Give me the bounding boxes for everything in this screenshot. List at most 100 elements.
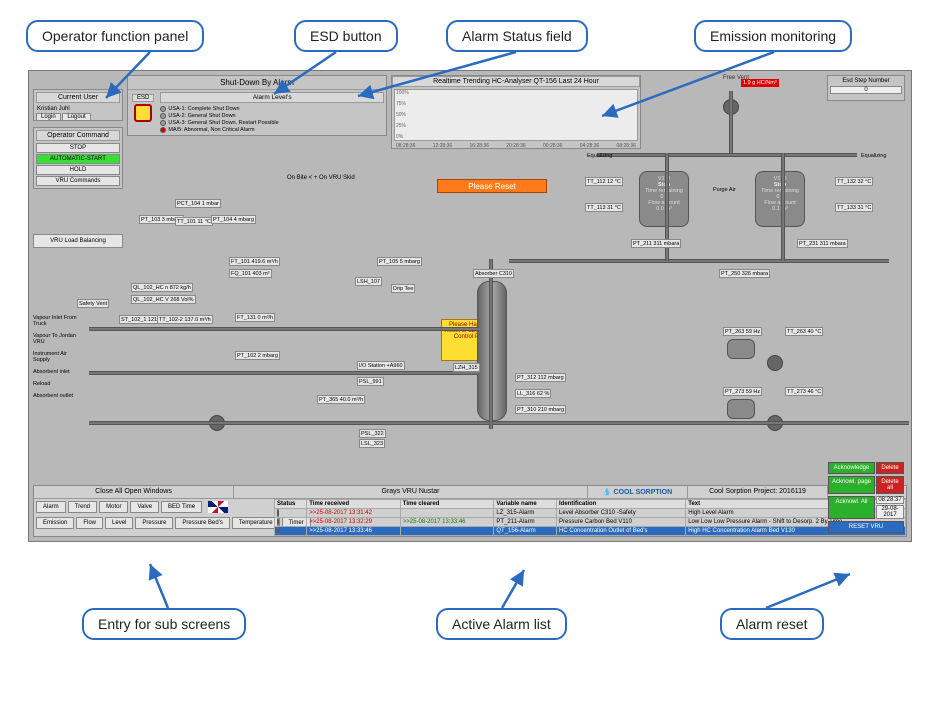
vru-commands-button[interactable]: VRU Commands [36,176,120,186]
tag-pt310[interactable]: PT_310 210 mbarg [515,405,566,414]
flow-screen-button[interactable]: Flow [76,517,103,529]
tag-tt132[interactable]: TT_132 32 °C [835,177,873,186]
vendor-logo: 💧 COOL SORPTION [588,486,688,498]
lsl-262-vessel[interactable] [727,339,755,359]
tag-ft101[interactable]: FT_101 419.6 m³/h [229,257,280,266]
tag-pt365[interactable]: PT_365 40.0 m³/h [317,395,365,404]
close-all-windows-button[interactable]: Close All Open Windows [34,486,234,498]
alarm-led-icon [160,127,166,133]
operator-command-title: Operator Command [36,130,120,141]
tag-lsh107[interactable]: LSH_107 [355,277,382,286]
tag-psl991[interactable]: PSL_991 [357,377,384,386]
lsl-272-vessel[interactable] [727,399,755,419]
tag-pt102[interactable]: PT_102 2 mbarg [235,351,280,360]
tag-pt104[interactable]: PT_104 4 mbarg [211,215,256,224]
emission-screen-button[interactable]: Emission [36,517,74,529]
current-user-panel: Current User Kristian Juhl Login Logout [33,89,123,121]
tag-tt102[interactable]: TT_102-2 137.0 m³/h [157,315,213,324]
alarm-screen-button[interactable]: Alarm [36,501,66,513]
stop-button[interactable]: STOP [36,143,120,153]
system-title: Grays VRU Nustar [234,486,588,498]
tag-psl322[interactable]: PSL_322 [359,429,386,438]
on-bite-label: On Bite < + On VRU Skid [287,175,355,181]
scada-main-screen: Current User Kristian Juhl Login Logout … [28,70,912,542]
sub-screen-row-1: Alarm Trend Motor Valve BED Time [34,499,274,515]
temperature-screen-button[interactable]: Temperature [232,517,280,529]
tag-iostation[interactable]: I/O Station +A960 [357,361,405,370]
tag-pt273[interactable]: PT_273 59 Hz [723,387,762,396]
hold-button[interactable]: HOLD [36,165,120,175]
tag-pt312[interactable]: PT_312 112 mbarg [515,373,566,382]
alarm-row-selected[interactable]: >>25-08-2017 13:33:46 QT_156-Alarm HC Co… [275,527,906,536]
alarm-actions-column: Acknowledge Delete Acknowl. page Delete … [828,461,904,534]
tag-lzh315[interactable]: LZH_315 [453,363,480,372]
callout-operator-panel: Operator function panel [26,20,204,52]
vessel-v130[interactable]: V130 Stop Time remaining 0 s Flow amount… [755,171,805,227]
trend-title: Realtime Trending HC-Analyser QT-156 Las… [392,76,640,87]
tag-tt273[interactable]: TT_273 46 °C [785,387,823,396]
tag-pct104[interactable]: PCT_104 1 mbar [175,199,221,208]
trend-chart[interactable]: 100% 75% 50% 25% 0% [394,89,638,141]
trend-screen-button[interactable]: Trend [68,501,97,513]
bottom-bar: Close All Open Windows Grays VRU Nustar … [33,485,907,537]
please-reset-banner[interactable]: Please Reset [437,179,547,193]
tag-ll316[interactable]: LL_316 62 % [515,389,551,398]
tag-pt250[interactable]: PT_250 326 mbara [719,269,770,278]
tag-ft131[interactable]: FT_131 0 m³/h [235,313,275,322]
tag-tt112[interactable]: TT_112 12 °C [585,177,623,186]
project-label: Cool Sorption Project: 2016119 [688,486,828,498]
tag-pt231[interactable]: PT_231 311 mbara [797,239,848,248]
pump-p261[interactable] [767,355,783,371]
current-user-name: Kristian Juhl [36,105,120,113]
acknowledge-page-button[interactable]: Acknowl. page [828,476,875,494]
valve-screen-button[interactable]: Valve [130,501,159,513]
alarm-led-icon [277,518,279,526]
pressure-beds-screen-button[interactable]: Pressure Bed's [175,517,230,529]
logout-button[interactable]: Logout [62,113,90,121]
tag-ql102b[interactable]: QL_102_HC V 268 Vol% [131,295,196,304]
callout-esd-button: ESD button [294,20,398,52]
tag-tt133[interactable]: TT_133 31 °C [835,203,873,212]
tag-lsl323[interactable]: LSL_323 [359,439,385,448]
alarm-levels-title: Alarm Level's [160,92,384,103]
trend-panel: Realtime Trending HC-Analyser QT-156 Las… [391,75,641,149]
alarm-led-icon [160,113,166,119]
language-flag-icon[interactable] [208,501,228,513]
motor-screen-button[interactable]: Motor [99,501,128,513]
tag-ql102[interactable]: QL_102_HC n 872 kg/h [131,283,193,292]
tag-tt263[interactable]: TT_263 40 °C [785,327,823,336]
alarm-row[interactable]: >>25-08-2017 13:32:29 >>25-08-2017 13:33… [275,518,906,527]
tag-tt113[interactable]: TT_113 31 °C [585,203,623,212]
pressure-screen-button[interactable]: Pressure [135,517,173,529]
level-screen-button[interactable]: Level [105,517,133,529]
alarm-levels-box: Alarm Level's USA-1: Complete Shut Down … [160,92,384,133]
esd-button[interactable] [134,104,152,122]
vessel-v110[interactable]: V110 Stop Time remaining 0 s Flow amount… [639,171,689,227]
tag-pt211[interactable]: PT_211 311 mbara [631,239,681,248]
delete-button[interactable]: Delete [876,462,904,474]
sdba-title: Shut-Down By Alarm [128,76,386,90]
operator-command-panel: Operator Command STOP AUTOMATIC-START HO… [33,127,123,189]
login-button[interactable]: Login [36,113,61,121]
tag-safety: Safety Vent [77,299,109,308]
reset-vru-button[interactable]: RESET VRU [828,521,904,533]
automatic-start-button[interactable]: AUTOMATIC-START [36,154,120,164]
clock-time: 08:28:37 [876,496,904,504]
callout-alarm-status: Alarm Status field [446,20,588,52]
tag-absorber: Absorber C310 [473,269,514,278]
esd-step-indicator: Esd Step Number 0 [827,75,905,101]
callout-sub-screens: Entry for sub screens [82,608,246,640]
acknowledge-button[interactable]: Acknowledge [828,462,875,474]
tag-pt263[interactable]: PT_263 59 Hz [723,327,762,336]
alarm-row[interactable]: >>25-08-2017 13:31:42 LZ_315-Alarm Level… [275,509,906,518]
tag-pt105[interactable]: PT_105 5 mbarg [377,257,422,266]
tag-tt101[interactable]: TT_101 11 °C [175,217,213,226]
bedtime-screen-button[interactable]: BED Time [161,501,202,513]
callout-active-alarms: Active Alarm list [436,608,567,640]
alarm-led-icon [277,509,279,517]
delete-all-button[interactable]: Delete all [876,476,904,494]
tag-fq101[interactable]: FQ_101 403 m³ [229,269,272,278]
alarm-list-table[interactable]: Status Time received Time cleared Variab… [274,499,906,536]
vru-load-balancing-button[interactable]: VRU Load Balancing [33,234,123,248]
acknowledge-all-button[interactable]: Acknowl. All [828,496,875,519]
